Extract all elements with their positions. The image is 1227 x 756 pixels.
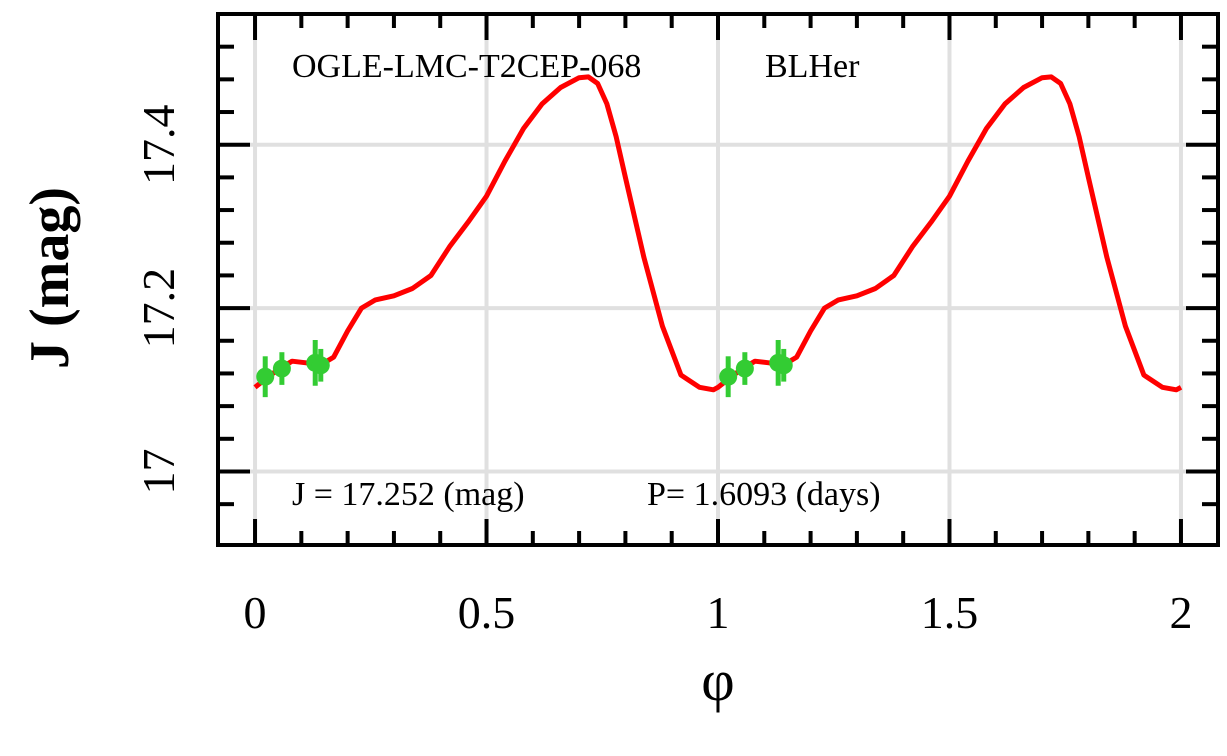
- grid-lines: [218, 14, 1218, 545]
- mean-magnitude-annotation: J = 17.252 (mag): [292, 476, 525, 513]
- observation-point: [774, 356, 793, 375]
- x-tick-label: 1.5: [921, 587, 979, 638]
- tick-labels: 0 0.5 1 1.5 2 17 17.2 17.4: [133, 104, 1192, 638]
- period-annotation: P= 1.6093 (days): [647, 476, 881, 513]
- y-tick-label: 17.2: [133, 268, 184, 349]
- observation-point: [311, 356, 330, 375]
- plot-frame: [216, 12, 1220, 547]
- y-tick-label: 17.4: [133, 104, 184, 185]
- fit-curve-line: [253, 74, 1183, 393]
- chart-title: OGLE-LMC-T2CEP-068: [292, 48, 641, 85]
- x-axis-title: φ: [701, 648, 734, 713]
- observation-point: [272, 359, 291, 378]
- y-tick-label: 17: [133, 449, 184, 495]
- observation-point: [256, 367, 275, 386]
- fit-curve-layer: [253, 74, 1183, 393]
- observation-point: [735, 359, 754, 378]
- x-tick-label: 2: [1169, 587, 1192, 638]
- x-tick-label: 1: [707, 587, 730, 638]
- observation-points-layer: [256, 339, 793, 398]
- x-tick-label: 0.5: [458, 587, 516, 638]
- x-tick-label: 0: [244, 587, 267, 638]
- y-axis-title: J (mag): [19, 187, 81, 369]
- variable-type-label: BLHer: [765, 48, 860, 85]
- observation-point: [719, 367, 738, 386]
